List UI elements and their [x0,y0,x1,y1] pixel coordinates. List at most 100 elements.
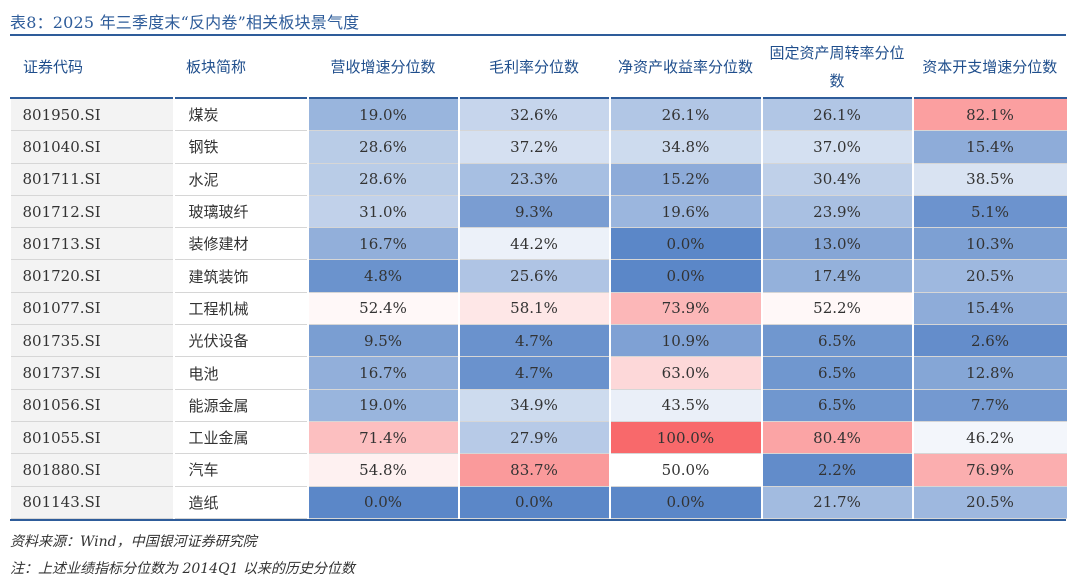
sector-name-cell: 建筑装饰 [172,259,308,293]
sector-name-cell: 光伏设备 [172,324,308,358]
table-row: 801735.SI 光伏设备 9.5% 4.7% 10.9% 6.5% 2.6% [10,324,1067,358]
percentile-cell: 0.0% [608,259,762,293]
percentile-cell: 34.9% [457,389,610,422]
percentile-cell: 6.5% [760,356,913,390]
percentile-cell: 26.1% [760,98,913,132]
sector-name-cell: 煤炭 [172,98,308,132]
percentile-cell: 2.2% [760,453,913,487]
percentile-cell: 37.2% [457,130,610,164]
percentile-cell: 20.5% [911,259,1067,293]
sector-name-cell: 电池 [172,356,308,390]
table-row: 801737.SI 电池 16.7% 4.7% 63.0% 6.5% 12.8% [10,356,1067,390]
table-row: 801056.SI 能源金属 19.0% 34.9% 43.5% 6.5% 7.7% [10,389,1067,422]
sector-name-cell: 水泥 [172,163,308,196]
table-row: 801055.SI 工业金属 71.4% 27.9% 100.0% 80.4% 46.2% [10,421,1067,455]
sector-name-cell: 工程机械 [172,292,308,326]
percentile-cell: 9.5% [306,324,459,358]
percentile-cell: 0.0% [608,227,762,261]
percentile-cell: 43.5% [608,389,762,422]
percentile-cell: 52.4% [306,292,459,326]
top-rule [10,34,1066,36]
percentile-cell: 52.2% [760,292,913,326]
percentile-cell: 76.9% [911,453,1067,487]
security-code-cell: 801056.SI [10,389,174,422]
footnote: 注：上述业绩指标分位数为 2014Q1 以来的历史分位数 [10,561,355,577]
column-header: 净资产收益率分位数 [609,36,762,98]
percentile-cell: 58.1% [457,292,610,326]
percentile-cell: 34.8% [608,130,762,164]
table-row: 801720.SI 建筑装饰 4.8% 25.6% 0.0% 17.4% 20.5% [10,259,1067,293]
percentile-cell: 25.6% [457,259,610,293]
header-row: 证券代码 板块简称 营收增速分位数 毛利率分位数 净资产收益率分位数 固定资产周转率分位数… [10,36,1067,98]
percentile-cell: 6.5% [760,324,913,358]
percentile-cell: 27.9% [457,421,610,455]
percentile-cell: 26.1% [608,98,762,132]
percentile-cell: 10.3% [911,227,1067,261]
table-body: 801950.SI 煤炭 19.0% 32.6% 26.1% 26.1% 82.1% 8010… [10,98,1067,519]
percentile-cell: 13.0% [760,227,913,261]
security-code-cell: 801055.SI [10,421,174,455]
percentile-cell: 82.1% [911,98,1067,132]
percentile-cell: 4.7% [457,356,610,390]
percentile-cell: 5.1% [911,195,1067,229]
table-row: 801712.SI 玻璃玻纤 31.0% 9.3% 19.6% 23.9% 5.1% [10,195,1067,229]
percentile-cell: 80.4% [760,421,913,455]
sector-name-cell: 造纸 [172,486,308,519]
security-code-cell: 801711.SI [10,163,174,196]
percentile-cell: 19.0% [306,98,459,132]
percentile-cell: 31.0% [306,195,459,229]
source-note: 资料来源：Wind，中国银河证券研究院 [10,534,257,550]
percentile-cell: 2.6% [911,324,1067,358]
table-row: 801711.SI 水泥 28.6% 23.3% 15.2% 30.4% 38.5% [10,163,1067,196]
percentile-cell: 28.6% [306,130,459,164]
percentile-cell: 63.0% [608,356,762,390]
percentile-cell: 4.7% [457,324,610,358]
percentile-cell: 21.7% [760,486,913,519]
percentile-cell: 32.6% [457,98,610,132]
table-row: 801040.SI 钢铁 28.6% 37.2% 34.8% 37.0% 15.4% [10,130,1067,164]
table-header: 证券代码 板块简称 营收增速分位数 毛利率分位数 净资产收益率分位数 固定资产周转率分位数… [10,36,1067,98]
sector-name-cell: 能源金属 [172,389,308,422]
percentile-cell: 23.3% [457,163,610,196]
table-row: 801143.SI 造纸 0.0% 0.0% 0.0% 21.7% 20.5% [10,486,1067,519]
security-code-cell: 801737.SI [10,356,174,390]
column-header: 资本开支增速分位数 [912,36,1067,98]
percentile-cell: 54.8% [306,453,459,487]
table-row: 801713.SI 装修建材 16.7% 44.2% 0.0% 13.0% 10.3% [10,227,1067,261]
percentile-cell: 23.9% [760,195,913,229]
table-row: 801880.SI 汽车 54.8% 83.7% 50.0% 2.2% 76.9% [10,453,1067,487]
security-code-cell: 801880.SI [10,453,174,487]
sector-sentiment-table: 证券代码 板块简称 营收增速分位数 毛利率分位数 净资产收益率分位数 固定资产周转率分位数… [10,36,1067,519]
percentile-cell: 46.2% [911,421,1067,455]
security-code-cell: 801735.SI [10,324,174,358]
security-code-cell: 801040.SI [10,130,174,164]
percentile-cell: 7.7% [911,389,1067,422]
security-code-cell: 801143.SI [10,486,174,519]
percentile-cell: 73.9% [608,292,762,326]
column-header: 毛利率分位数 [458,36,610,98]
percentile-cell: 44.2% [457,227,610,261]
percentile-cell: 9.3% [457,195,610,229]
percentile-cell: 0.0% [608,486,762,519]
percentile-cell: 83.7% [457,453,610,487]
column-header: 营收增速分位数 [307,36,459,98]
percentile-cell: 37.0% [760,130,913,164]
percentile-cell: 20.5% [911,486,1067,519]
data-table-container: 证券代码 板块简称 营收增速分位数 毛利率分位数 净资产收益率分位数 固定资产周转率分位数… [10,34,1067,521]
table-title: 表8：2025 年三季度末“反内卷”相关板块景气度 [10,13,360,32]
column-header: 固定资产周转率分位数 [761,36,913,98]
sector-name-cell: 玻璃玻纤 [172,195,308,229]
sector-name-cell: 钢铁 [172,130,308,164]
percentile-cell: 15.4% [911,130,1067,164]
percentile-cell: 10.9% [608,324,762,358]
percentile-cell: 38.5% [911,163,1067,196]
percentile-cell: 0.0% [306,486,459,519]
percentile-cell: 6.5% [760,389,913,422]
percentile-cell: 30.4% [760,163,913,196]
table-row: 801077.SI 工程机械 52.4% 58.1% 73.9% 52.2% 15.4% [10,292,1067,326]
percentile-cell: 100.0% [608,421,762,455]
column-header: 板块简称 [173,36,308,98]
sector-name-cell: 汽车 [172,453,308,487]
percentile-cell: 15.2% [608,163,762,196]
percentile-cell: 4.8% [306,259,459,293]
